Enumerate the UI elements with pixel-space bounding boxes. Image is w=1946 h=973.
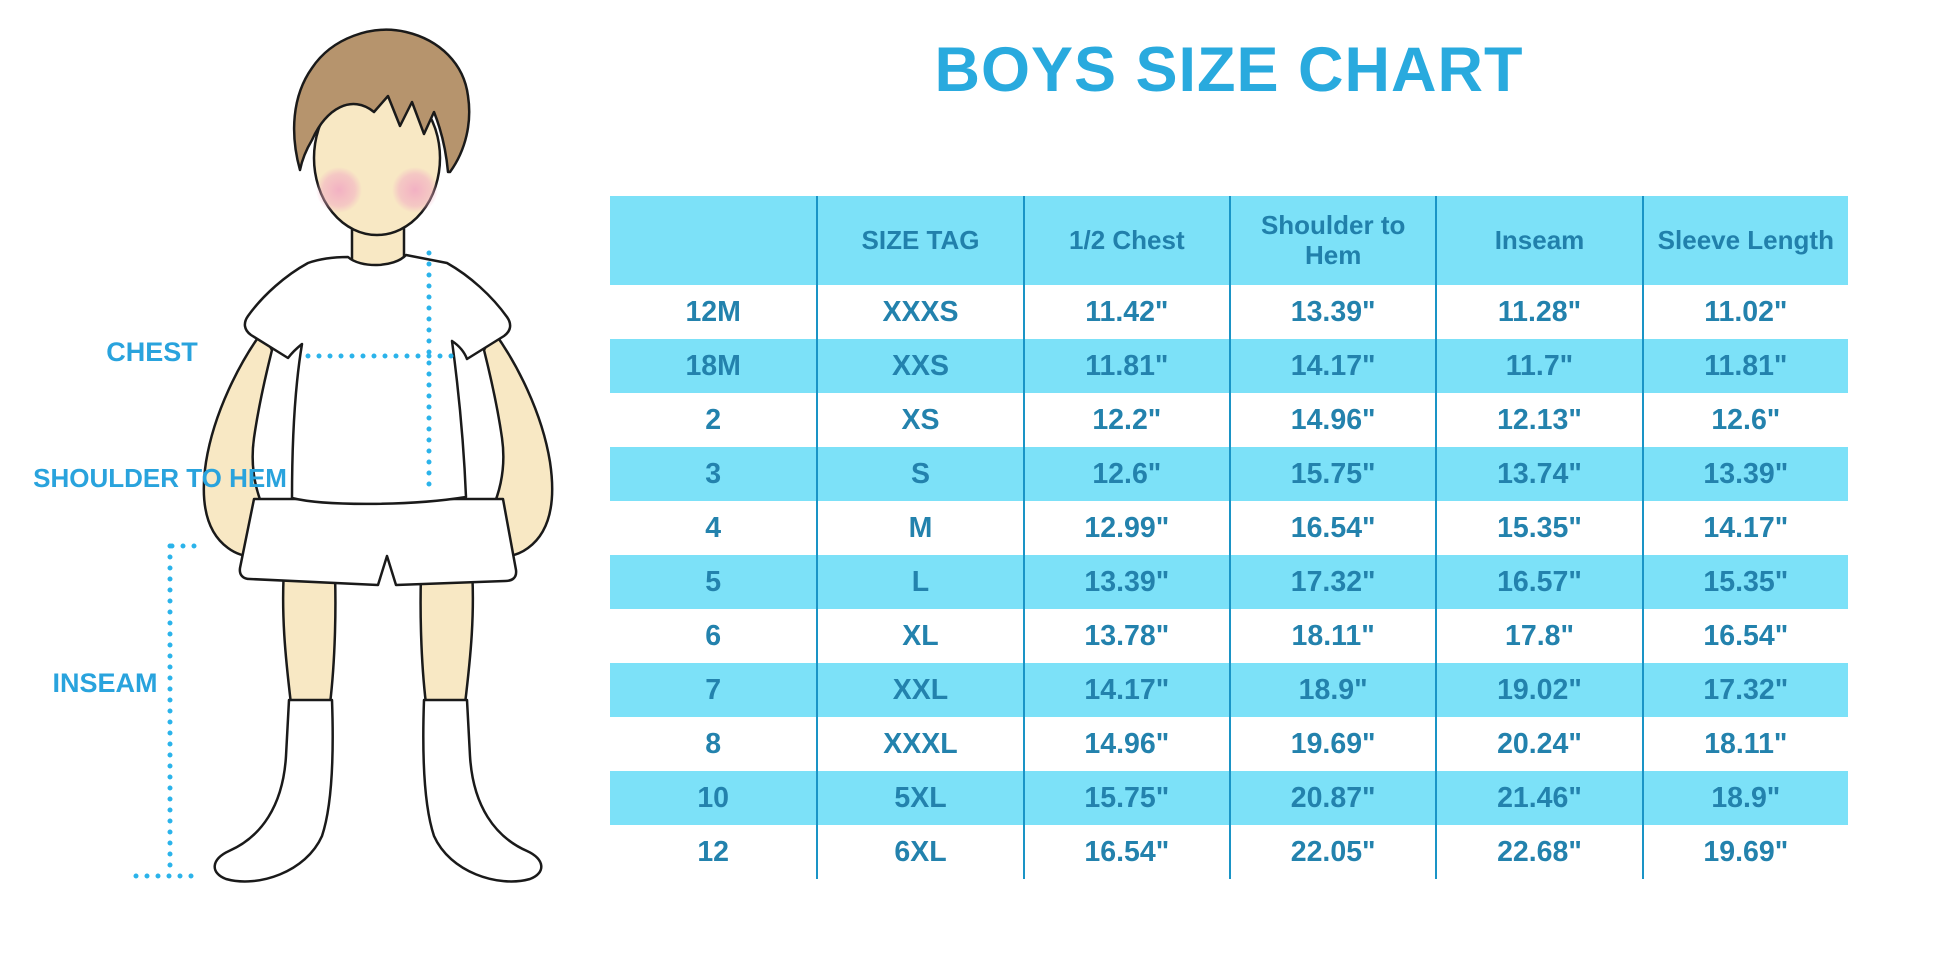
table-row: 3 S 12.6" 15.75" 13.74" 13.39" [610, 447, 1848, 501]
column-header-blank [610, 196, 816, 285]
table-cell: 15.75" [1228, 447, 1435, 501]
table-cell: 17.32" [1228, 555, 1435, 609]
column-header-size-tag: SIZE TAG [816, 196, 1022, 285]
table-cell: S [816, 447, 1022, 501]
shorts [238, 497, 518, 587]
table-cell: 12.2" [1022, 393, 1229, 447]
table-cell: 22.68" [1435, 825, 1641, 879]
table-cell: 16.54" [1641, 609, 1848, 663]
table-cell: XXL [816, 663, 1022, 717]
table-cell: 13.78" [1022, 609, 1229, 663]
table-cell: M [816, 501, 1022, 555]
socks [213, 698, 543, 883]
row-size-label: 6 [705, 619, 722, 652]
table-cell: 14.96" [1022, 717, 1229, 771]
row-size-label: 7 [705, 673, 722, 706]
boy-illustration [133, 28, 554, 883]
table-cell: 15.75" [1022, 771, 1229, 825]
table-cell: 12.13" [1435, 393, 1641, 447]
column-header-shoulder-to-hem: Shoulder to Hem [1228, 196, 1435, 285]
table-cell: 5XL [816, 771, 1022, 825]
table-cell: L [816, 555, 1022, 609]
cheek-right [392, 167, 438, 213]
table-cell: 11.7" [1435, 339, 1641, 393]
table-cell: 18.11" [1641, 717, 1848, 771]
table-cell: 22.05" [1228, 825, 1435, 879]
table-cell: 20.87" [1228, 771, 1435, 825]
table-row: 6 XL 13.78" 18.11" 17.8" 16.54" [610, 609, 1848, 663]
page-title: BOYS SIZE CHART [934, 35, 1524, 105]
table-cell: 17.8" [1435, 609, 1641, 663]
table-cell: XXXS [816, 285, 1022, 339]
table-cell: 6XL [816, 825, 1022, 879]
table-cell: 11.42" [1022, 285, 1229, 339]
table-cell: 16.57" [1435, 555, 1641, 609]
table-cell: 17.32" [1641, 663, 1848, 717]
table-cell: 15.35" [1435, 501, 1641, 555]
row-size-label: 2 [705, 403, 722, 436]
size-chart-table: SIZE TAG 1/2 Chest Shoulder to Hem Insea… [610, 196, 1848, 879]
table-cell: XXS [816, 339, 1022, 393]
table-row: 10 5XL 15.75" 20.87" 21.46" 18.9" [610, 771, 1848, 825]
table-cell: 12.6" [1022, 447, 1229, 501]
table-cell: 13.39" [1022, 555, 1229, 609]
table-cell: 13.39" [1641, 447, 1848, 501]
table-cell: 20.24" [1435, 717, 1641, 771]
table-cell: 14.17" [1641, 501, 1848, 555]
table-row: 5 L 13.39" 17.32" 16.57" 15.35" [610, 555, 1848, 609]
table-row: 12 6XL 16.54" 22.05" 22.68" 19.69" [610, 825, 1848, 879]
table-cell: 16.54" [1228, 501, 1435, 555]
row-size-label: 5 [705, 565, 722, 598]
head [292, 28, 471, 237]
table-row: 12M XXXS 11.42" 13.39" 11.28" 11.02" [610, 285, 1848, 339]
table-row: 4 M 12.99" 16.54" 15.35" 14.17" [610, 501, 1848, 555]
table-cell: XL [816, 609, 1022, 663]
table-row: 18M XXS 11.81" 14.17" 11.7" 11.81" [610, 339, 1848, 393]
table-row: 8 XXXL 14.96" 19.69" 20.24" 18.11" [610, 717, 1848, 771]
table-cell: XXXL [816, 717, 1022, 771]
t-shirt [243, 253, 512, 506]
table-row: 2 XS 12.2" 14.96" 12.13" 12.6" [610, 393, 1848, 447]
table-header-row: SIZE TAG 1/2 Chest Shoulder to Hem Insea… [610, 196, 1848, 285]
inseam-label: INSEAM [52, 668, 158, 698]
table-cell: 18.11" [1228, 609, 1435, 663]
row-size-label: 18M [685, 349, 741, 382]
table-cell: 12.99" [1022, 501, 1229, 555]
column-header-inseam: Inseam [1435, 196, 1641, 285]
table-cell: 14.17" [1022, 663, 1229, 717]
cheek-left [316, 167, 362, 213]
table-cell: 11.28" [1435, 285, 1641, 339]
table-cell: 21.46" [1435, 771, 1641, 825]
row-size-label: 12M [685, 295, 741, 328]
shoulder-to-hem-label: SHOULDER TO HEM [33, 463, 287, 493]
hair [292, 28, 471, 174]
row-size-label: 3 [705, 457, 722, 490]
row-size-label: 12 [697, 835, 730, 868]
table-cell: 11.81" [1022, 339, 1229, 393]
table-row: 7 XXL 14.17" 18.9" 19.02" 17.32" [610, 663, 1848, 717]
row-size-label: 4 [705, 511, 722, 544]
table-cell: 12.6" [1641, 393, 1848, 447]
table-cell: 18.9" [1228, 663, 1435, 717]
table-cell: 19.02" [1435, 663, 1641, 717]
row-size-label: 10 [697, 781, 730, 814]
table-cell: 19.69" [1641, 825, 1848, 879]
table-cell: 14.17" [1228, 339, 1435, 393]
table-cell: 18.9" [1641, 771, 1848, 825]
table-cell: 15.35" [1641, 555, 1848, 609]
table-cell: 13.39" [1228, 285, 1435, 339]
table-cell: 14.96" [1228, 393, 1435, 447]
measurement-guides [133, 250, 465, 879]
column-header-sleeve-length: Sleeve Length [1641, 196, 1848, 285]
table-cell: 19.69" [1228, 717, 1435, 771]
table-cell: 13.74" [1435, 447, 1641, 501]
table-cell: 11.02" [1641, 285, 1848, 339]
chest-label: CHEST [106, 337, 198, 367]
row-size-label: 8 [705, 727, 722, 760]
table-cell: 16.54" [1022, 825, 1229, 879]
table-cell: XS [816, 393, 1022, 447]
table-cell: 11.81" [1641, 339, 1848, 393]
column-header-half-chest: 1/2 Chest [1022, 196, 1229, 285]
